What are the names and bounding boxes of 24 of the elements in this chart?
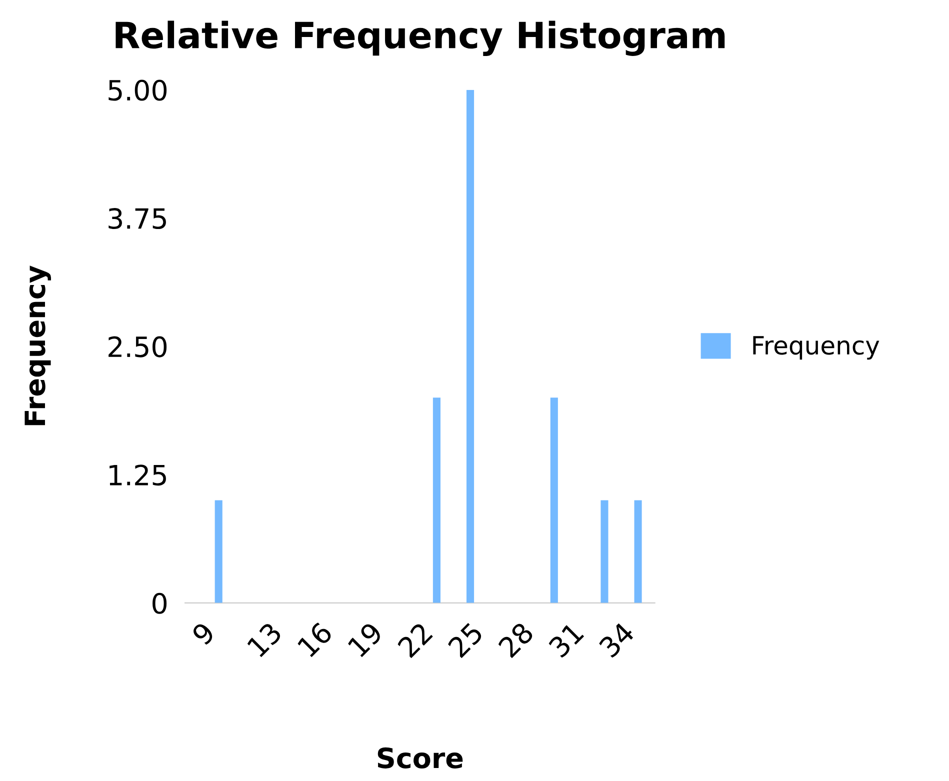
x-tick-label: 16 — [296, 621, 334, 658]
bar — [550, 398, 558, 603]
x-tick-label: 19 — [347, 621, 384, 658]
bar — [214, 500, 222, 603]
x-tick-label: 28 — [497, 621, 534, 658]
x-tick-label: 13 — [246, 622, 283, 658]
x-axis-title: Score — [378, 747, 463, 768]
y-tick-label: 5.00 — [108, 80, 167, 101]
y-tick-label: 2.50 — [108, 336, 167, 358]
y-tick-label: 0 — [152, 592, 167, 614]
y-tick-label: 3.75 — [108, 208, 166, 230]
x-tick-label: 22 — [396, 622, 433, 658]
legend-label: Frequency — [753, 336, 880, 360]
bar — [432, 398, 440, 603]
x-tick-label: 34 — [598, 621, 636, 658]
chart-title: Relative Frequency Histogram — [116, 20, 725, 56]
bar — [634, 500, 642, 603]
bar — [466, 90, 474, 603]
bar — [600, 500, 608, 603]
x-tick-label: 31 — [548, 622, 584, 658]
y-axis-title: Frequency — [24, 266, 51, 426]
y-tick-label: 1.25 — [110, 464, 166, 486]
x-tick-label: 25 — [447, 622, 484, 658]
x-tick-label: 9 — [190, 621, 216, 646]
